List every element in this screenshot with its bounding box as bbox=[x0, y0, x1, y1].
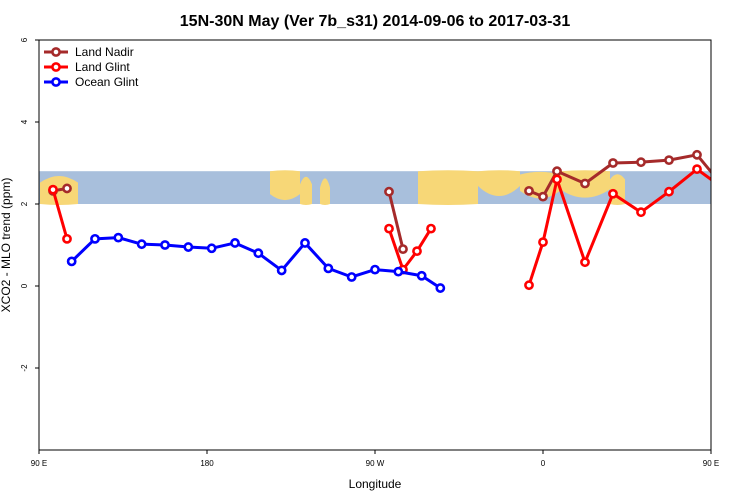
legend-marker bbox=[51, 47, 61, 57]
land-glint-point bbox=[538, 237, 548, 248]
legend-item-land-nadir: Land Nadir bbox=[44, 45, 134, 59]
x-tick-label: 180 bbox=[200, 459, 214, 468]
series-layer bbox=[48, 149, 742, 293]
map-land bbox=[300, 176, 312, 205]
land-glint-point bbox=[62, 233, 72, 244]
land-glint-line bbox=[527, 167, 711, 286]
land-glint-point bbox=[48, 184, 58, 195]
legend-item-ocean-glint: Ocean Glint bbox=[44, 75, 139, 89]
world-map-band bbox=[39, 170, 711, 205]
land-nadir-point bbox=[580, 178, 590, 189]
map-land bbox=[478, 170, 520, 196]
ocean-glint-point bbox=[183, 242, 194, 252]
map-land bbox=[418, 170, 478, 205]
x-tick-label: 0 bbox=[541, 459, 546, 468]
land-nadir-point bbox=[384, 186, 394, 197]
land-nadir-line bbox=[528, 153, 711, 199]
ocean-glint-point bbox=[160, 240, 170, 250]
ocean-glint-point bbox=[300, 238, 310, 248]
land-nadir-point bbox=[636, 157, 646, 168]
y-axis: -2 0 2 4 6 bbox=[20, 37, 39, 372]
y-axis-label: XCO2 - MLO trend (ppm) bbox=[0, 178, 13, 313]
land-glint-point bbox=[692, 164, 702, 175]
ocean-glint-point bbox=[276, 265, 287, 276]
land-glint-point bbox=[552, 174, 562, 185]
y-tick-label: 4 bbox=[20, 119, 29, 124]
land-glint-point bbox=[580, 257, 590, 268]
land-nadir-point bbox=[692, 149, 702, 160]
ocean-glint-line bbox=[70, 236, 442, 290]
land-nadir-point bbox=[735, 184, 742, 191]
y-tick-label: -2 bbox=[20, 364, 29, 372]
land-glint-point bbox=[426, 223, 436, 234]
land-nadir-point bbox=[552, 166, 562, 177]
map-land bbox=[320, 178, 330, 205]
ocean-glint-point bbox=[253, 248, 264, 259]
ocean-glint-point bbox=[416, 270, 427, 281]
land-glint-point bbox=[721, 186, 728, 193]
land-glint-line bbox=[51, 189, 69, 240]
x-tick-label: 90 E bbox=[31, 459, 47, 468]
land-glint-point bbox=[664, 186, 674, 197]
land-glint-point bbox=[636, 207, 646, 218]
legend-marker bbox=[51, 62, 61, 72]
ocean-glint-point bbox=[346, 272, 357, 282]
land-nadir-point bbox=[62, 183, 72, 194]
ocean-glint-point bbox=[113, 232, 124, 243]
land-glint-point bbox=[608, 188, 618, 199]
y-tick-label: 6 bbox=[20, 37, 29, 42]
ocean-glint-point bbox=[90, 233, 100, 244]
legend-marker bbox=[51, 77, 61, 87]
ocean-glint-point bbox=[66, 256, 77, 267]
x-axis: 90 E 180 90 W 0 90 E bbox=[31, 450, 719, 468]
land-nadir-point bbox=[664, 155, 674, 166]
ocean-glint-point bbox=[323, 263, 334, 274]
land-nadir-point bbox=[538, 191, 548, 202]
land-glint-point bbox=[384, 223, 394, 234]
land-nadir-point bbox=[524, 185, 534, 196]
land-nadir-line bbox=[387, 191, 405, 250]
land-glint-point bbox=[735, 235, 742, 242]
legend-item-land-glint: Land Glint bbox=[44, 60, 130, 74]
ocean-glint-point bbox=[206, 243, 217, 254]
ocean-glint-point bbox=[230, 238, 240, 248]
x-axis-label: Longitude bbox=[349, 477, 402, 491]
land-nadir-point bbox=[721, 185, 728, 192]
ocean-glint-point bbox=[435, 283, 446, 293]
chart-title: 15N-30N May (Ver 7b_s31) 2014-09-06 to 2… bbox=[180, 13, 571, 30]
land-glint-point bbox=[412, 246, 422, 257]
ocean-glint-point bbox=[370, 264, 380, 275]
ocean-glint-point bbox=[393, 266, 404, 277]
legend-label: Ocean Glint bbox=[75, 75, 139, 89]
map-land bbox=[270, 170, 300, 201]
y-tick-label: 0 bbox=[20, 283, 29, 288]
ocean-glint-point bbox=[136, 239, 147, 250]
land-nadir-point bbox=[398, 244, 408, 254]
legend-label: Land Nadir bbox=[75, 45, 134, 59]
x-tick-label: 90 E bbox=[703, 459, 719, 468]
x-tick-label: 90 W bbox=[366, 459, 385, 468]
land-glint-line bbox=[387, 227, 433, 272]
legend-label: Land Glint bbox=[75, 60, 130, 74]
land-nadir-point bbox=[608, 158, 618, 168]
land-glint-point bbox=[524, 280, 534, 291]
y-tick-label: 2 bbox=[20, 201, 29, 206]
